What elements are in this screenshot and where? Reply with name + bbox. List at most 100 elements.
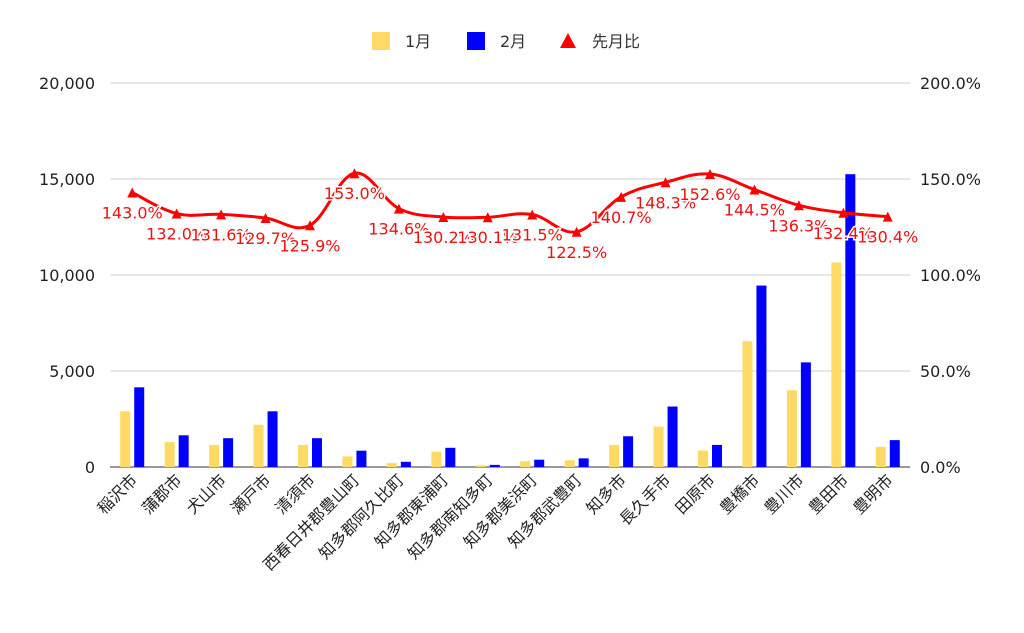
axes: 0 0.0% 5,000 50.0% 10,000 100.0% 15,000 150.0% 2… [39, 74, 981, 477]
ratio-data-label: 132.4% [813, 224, 874, 243]
bar-jan [564, 460, 575, 467]
y-right-tick-label: 0.0% [920, 458, 961, 477]
ratio-line: 143.0% 132.0%131.6%129.7%125.9% 153.0% 134.… [100, 168, 920, 263]
x-axis-label: 豊明市 [849, 470, 896, 517]
ratio-marker [882, 211, 893, 222]
bar-jan [831, 262, 842, 467]
y-left-tick-label: 0 [85, 458, 95, 477]
ratio-data-label: 136.3% [768, 216, 829, 235]
bar-jan [253, 424, 264, 467]
ratio-data-label: 130.4% [857, 228, 918, 247]
bar-feb [267, 411, 278, 467]
ratio-marker [660, 177, 671, 188]
ratio-marker [793, 200, 804, 211]
bar-feb [134, 387, 145, 467]
x-axis-label: 田原市 [671, 470, 718, 517]
legend-marker-ratio [560, 33, 576, 48]
bar-feb [356, 450, 367, 467]
legend-label-feb: 2月 [500, 32, 526, 51]
bar-jan [164, 442, 175, 467]
ratio-marker [571, 226, 582, 237]
legend-swatch-feb [467, 32, 485, 50]
y-left-tick-label: 15,000 [39, 170, 95, 189]
bar-jan [120, 411, 131, 467]
ratio-data-label: 129.7% [235, 229, 296, 248]
legend-swatch-jan [372, 32, 390, 50]
grid [110, 82, 910, 468]
ratio-data-label: 148.3% [635, 193, 696, 212]
bar-feb [489, 464, 500, 467]
ratio-marker [482, 212, 493, 223]
ratio-marker [438, 212, 449, 223]
y-left-tick-label: 5,000 [49, 362, 95, 381]
ratio-data-label: 134.6% [368, 220, 429, 239]
y-right-tick-label: 50.0% [920, 362, 971, 381]
legend-label-ratio: 先月比 [592, 32, 640, 51]
bar-jan [342, 456, 353, 467]
bar-jan [520, 461, 531, 467]
ratio-marker [260, 212, 271, 223]
ratio-marker [749, 184, 760, 195]
x-axis-label: 豊田市 [805, 470, 852, 517]
y-left-tick-label: 20,000 [39, 74, 95, 93]
ratio-marker [216, 209, 227, 220]
ratio-data-label: 143.0% [102, 203, 163, 222]
bar-feb [667, 406, 678, 467]
x-axis-label: 瀬戸市 [227, 470, 274, 517]
x-axis-label: 豊川市 [760, 470, 807, 517]
bar-feb [223, 438, 234, 467]
x-axis-label: 豊橋市 [716, 470, 763, 517]
ratio-marker [305, 220, 315, 231]
ratio-data-label: 122.5% [546, 243, 607, 262]
ratio-data-label: 131.6% [191, 225, 252, 244]
ratio-data-label: 125.9% [279, 236, 340, 255]
x-axis-label: 犬山市 [183, 470, 230, 517]
bar-feb [712, 444, 722, 467]
y-right-tick-label: 200.0% [920, 74, 981, 93]
ratio-marker [616, 191, 627, 202]
bar-feb [578, 458, 589, 467]
ratio-marker [349, 168, 360, 179]
bar-feb [756, 285, 767, 467]
ratio-data-label: 130.2% [413, 228, 474, 247]
bar-jan [386, 463, 397, 467]
y-left-tick-label: 10,000 [39, 266, 95, 285]
legend: 1月 2月 先月比 [372, 32, 640, 51]
ratio-data-label: 132.0% [146, 225, 207, 244]
bar-jan [875, 446, 886, 467]
ratio-data-label: 153.0% [324, 184, 385, 203]
ratio-marker [393, 203, 404, 214]
ratio-data-label: 131.5% [502, 226, 563, 245]
bar-jan [653, 426, 664, 467]
legend-label-jan: 1月 [405, 32, 431, 51]
x-axis-label: 蒲郡市 [138, 470, 185, 517]
bar-jan [475, 465, 486, 467]
bar-feb [800, 362, 811, 467]
ratio-data-label: 140.7% [591, 208, 652, 227]
ratio-marker [705, 169, 715, 180]
bar-feb [178, 435, 189, 467]
y-right-tick-label: 150.0% [920, 170, 981, 189]
ratio-data-label: 144.5% [724, 201, 785, 220]
bar-feb [445, 447, 456, 467]
y-right-tick-label: 100.0% [920, 266, 981, 285]
ratio-marker [127, 187, 138, 198]
bar-feb [845, 174, 856, 467]
ratio-marker [527, 209, 538, 220]
bar-feb [623, 436, 634, 467]
bar-feb [889, 440, 900, 467]
bar-jan [298, 444, 308, 467]
ratio-marker [171, 208, 182, 219]
bar-feb [400, 461, 411, 467]
bar-jan [609, 444, 620, 467]
bars [120, 174, 900, 467]
bar-jan [431, 451, 442, 467]
ratio-data-label: 130.1% [457, 228, 518, 247]
bar-jan [209, 444, 220, 467]
ratio-marker [838, 207, 849, 218]
bar-feb [534, 459, 545, 467]
x-axis-labels: 稲沢市蒲郡市犬山市瀬戸市清須市西春日井郡豊山町知多郡阿久比町知多郡東浦町知多郡南… [94, 470, 897, 574]
bar-jan [742, 341, 753, 467]
